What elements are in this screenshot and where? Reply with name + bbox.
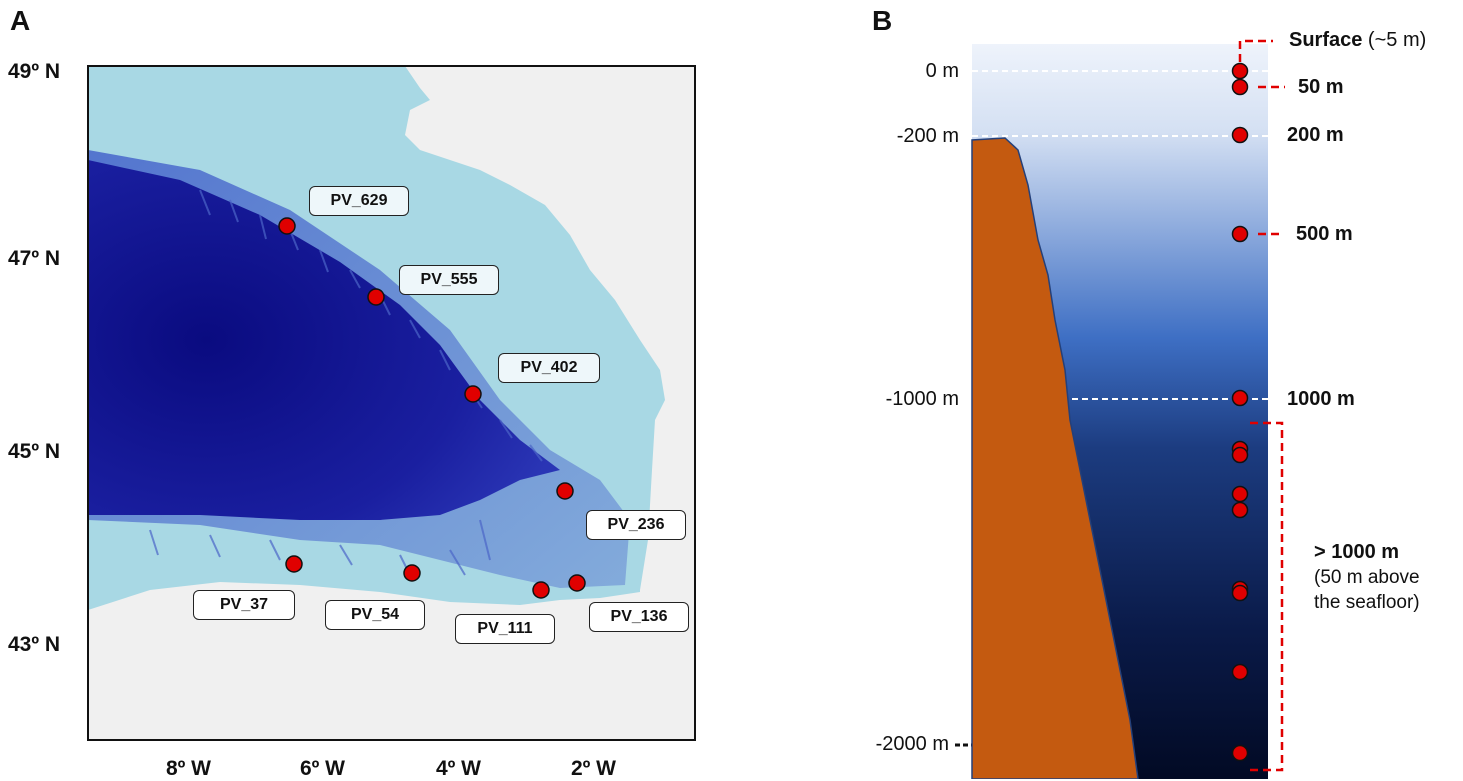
deep-bold: > 1000 m	[1314, 541, 1400, 563]
sample-200m[interactable]	[1231, 126, 1249, 144]
sample-label-500m: 500 m	[1296, 223, 1353, 245]
sample-500m[interactable]	[1231, 225, 1249, 243]
marker-pv629[interactable]	[278, 217, 296, 235]
lon-label-6w: 6º W	[300, 757, 346, 780]
sample-deep-7[interactable]	[1231, 663, 1249, 681]
marker-pv136[interactable]	[568, 574, 586, 592]
france-land	[405, 66, 695, 740]
marker-pv402[interactable]	[464, 385, 482, 403]
surface-bold: Surface	[1289, 29, 1363, 51]
depth-label-2000: -2000 m	[875, 733, 949, 755]
lat-label-43: 43º N	[8, 633, 61, 656]
sample-label-deep: > 1000 m (50 m above the seafloor)	[1314, 540, 1420, 615]
surface-bracket	[1238, 39, 1273, 62]
sample-50m[interactable]	[1231, 78, 1249, 96]
sample-label-200m: 200 m	[1287, 124, 1344, 146]
marker-pv54[interactable]	[403, 564, 421, 582]
surface-note: (~5 m)	[1362, 29, 1427, 51]
marker-pv236[interactable]	[556, 482, 574, 500]
depth-label-0: 0 m	[925, 60, 959, 82]
north-land	[470, 66, 695, 110]
sample-deep-6[interactable]	[1231, 584, 1249, 602]
sample-label-1000m: 1000 m	[1287, 388, 1355, 410]
sample-1000m[interactable]	[1231, 389, 1249, 407]
station-label-pv236: PV_236	[586, 510, 686, 540]
sample-deep-2[interactable]	[1231, 446, 1249, 464]
sample-deep-3[interactable]	[1231, 485, 1249, 503]
marker-pv37[interactable]	[285, 555, 303, 573]
station-markers	[278, 217, 586, 599]
station-label-pv629: PV_629	[309, 186, 409, 216]
sample-label-50m: 50 m	[1298, 76, 1344, 98]
lon-label-4w: 4º W	[436, 757, 482, 780]
lon-label-2w: 2º W	[571, 757, 617, 780]
sample-deep-8[interactable]	[1231, 744, 1249, 762]
lat-label-45: 45º N	[8, 440, 61, 463]
label-leaders	[1238, 39, 1285, 772]
sample-deep-4[interactable]	[1231, 501, 1249, 519]
abyssal-plain	[88, 160, 560, 520]
station-label-pv37: PV_37	[193, 590, 295, 620]
lat-label-49: 49º N	[8, 60, 61, 83]
station-label-pv555: PV_555	[399, 265, 499, 295]
depth-label-1000: -1000 m	[885, 388, 959, 410]
lon-label-8w: 8º W	[166, 757, 212, 780]
panel-a-letter: A	[10, 5, 31, 36]
sample-label-surface: Surface (~5 m)	[1289, 29, 1426, 52]
map-frame	[87, 65, 696, 741]
seafloor-profile	[971, 137, 1139, 779]
station-label-pv111: PV_111	[455, 614, 555, 644]
marker-pv111[interactable]	[532, 581, 550, 599]
depth-label-200: -200 m	[896, 125, 959, 147]
marker-pv555[interactable]	[367, 288, 385, 306]
station-label-pv54: PV_54	[325, 600, 425, 630]
lat-label-47: 47º N	[8, 247, 61, 270]
station-label-pv402: PV_402	[498, 353, 600, 383]
station-label-pv136: PV_136	[589, 602, 689, 632]
sampling-points	[1231, 62, 1249, 762]
deep-note-1: (50 m above	[1314, 567, 1420, 588]
deep-bracket	[1250, 421, 1284, 772]
panel-b-letter: B	[872, 5, 893, 36]
sample-surface[interactable]	[1231, 62, 1249, 80]
deep-note-2: the seafloor)	[1314, 592, 1420, 613]
